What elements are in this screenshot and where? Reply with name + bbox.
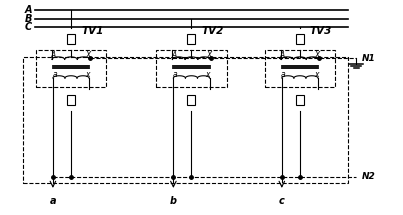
Text: TV1: TV1: [81, 26, 104, 36]
Text: c: c: [279, 197, 285, 206]
Text: x: x: [85, 70, 90, 79]
Bar: [67, 34, 75, 45]
Text: A: A: [51, 51, 56, 60]
Bar: [265, 50, 335, 87]
Text: X: X: [86, 51, 91, 60]
Bar: [67, 95, 75, 105]
Text: a: a: [50, 197, 56, 206]
Text: TV3: TV3: [310, 26, 332, 36]
Bar: [187, 95, 195, 105]
Text: x: x: [314, 70, 319, 79]
Text: a: a: [281, 70, 286, 79]
Text: b: b: [170, 197, 177, 206]
Text: x: x: [206, 70, 210, 79]
Text: X: X: [315, 51, 320, 60]
Bar: [36, 50, 106, 87]
Bar: [296, 34, 304, 45]
Text: X: X: [206, 51, 212, 60]
Text: B: B: [25, 14, 32, 24]
Text: a: a: [52, 70, 57, 79]
Text: N1: N1: [362, 54, 376, 63]
Text: N2: N2: [362, 172, 376, 181]
Bar: [23, 57, 348, 183]
Text: A: A: [25, 5, 32, 15]
Text: a: a: [172, 70, 177, 79]
Bar: [187, 34, 195, 45]
Text: A: A: [280, 51, 285, 60]
Bar: [156, 50, 226, 87]
Bar: [296, 95, 304, 105]
Text: TV2: TV2: [202, 26, 224, 36]
Text: A: A: [171, 51, 177, 60]
Text: C: C: [25, 22, 32, 32]
